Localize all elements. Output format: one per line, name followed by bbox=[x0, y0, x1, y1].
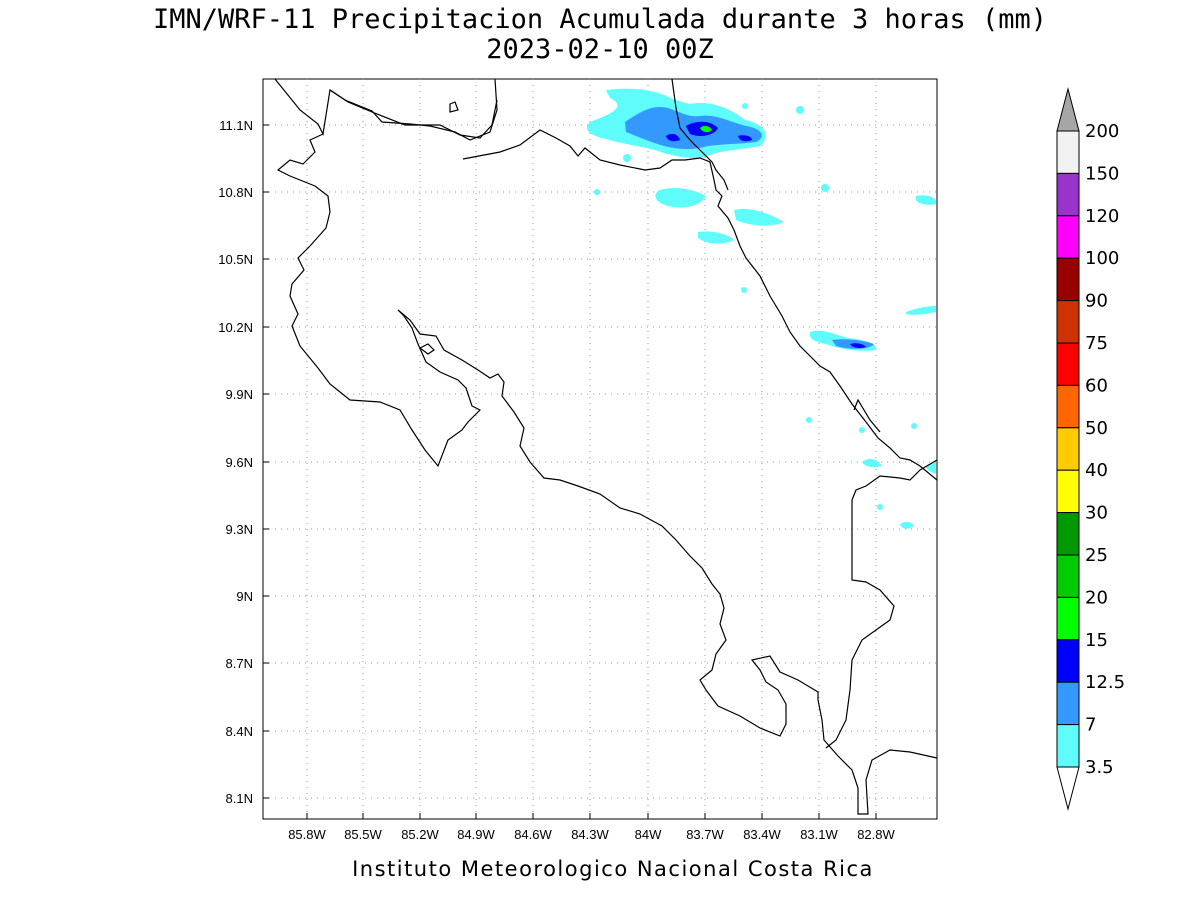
colorbar-swatch bbox=[1056, 596, 1080, 641]
x-tick-label: 84.3W bbox=[571, 827, 609, 842]
x-tick-label: 84.6W bbox=[514, 827, 552, 842]
precip-dot-8 bbox=[877, 504, 883, 510]
colorbar-swatch bbox=[1056, 681, 1080, 726]
colorbar-label: 100 bbox=[1085, 248, 1119, 269]
x-tick-label: 83.7W bbox=[686, 827, 724, 842]
precip-dot-3 bbox=[742, 103, 748, 109]
precip-area-cyan-7 bbox=[906, 306, 936, 315]
y-tick-label: 9N bbox=[236, 589, 253, 604]
colorbar-swatch bbox=[1056, 512, 1080, 556]
precip-area-cyan-8 bbox=[862, 459, 882, 468]
x-tick-label: 84.9W bbox=[457, 827, 495, 842]
colorbar-under-arrow bbox=[1056, 766, 1080, 811]
colorbar-label: 20 bbox=[1085, 587, 1108, 608]
y-axis: 11.1N 10.8N 10.5N 10.2N 9.9N 9.6N 9.3N 9N 8.7N 8.… bbox=[218, 118, 269, 806]
precip-area-cyan-10 bbox=[900, 521, 914, 529]
colorbar-swatch bbox=[1056, 300, 1080, 344]
precip-dot-1 bbox=[821, 184, 829, 192]
precip-area-green bbox=[700, 125, 712, 133]
precip-area-darkblue-2 bbox=[666, 133, 680, 142]
precip-area-cyan-2 bbox=[655, 188, 706, 208]
colorbar-label: 75 bbox=[1085, 333, 1108, 354]
x-tick-label: 85.2W bbox=[401, 827, 439, 842]
colorbar-label: 12.5 bbox=[1085, 672, 1125, 693]
x-tick-label: 83.4W bbox=[743, 827, 781, 842]
colorbar-swatch bbox=[1056, 724, 1080, 768]
x-tick-label: 82.8W bbox=[857, 827, 895, 842]
y-tick-label: 10.2N bbox=[218, 320, 253, 335]
y-tick-label: 9.6N bbox=[226, 455, 253, 470]
colorbar-label: 150 bbox=[1085, 163, 1119, 184]
y-tick-label: 9.9N bbox=[226, 387, 253, 402]
precip-area-darkblue-3 bbox=[738, 135, 752, 142]
colorbar-swatch bbox=[1056, 469, 1080, 514]
map-date: 2023-02-10 00Z bbox=[486, 34, 714, 65]
precip-dot-9 bbox=[741, 287, 747, 293]
colorbar-swatch bbox=[1056, 427, 1080, 471]
precip-area-cyan-3 bbox=[734, 208, 784, 226]
credit-text: Instituto Meteorologico Nacional Costa R… bbox=[352, 857, 874, 881]
x-tick-label: 84W bbox=[635, 827, 662, 842]
colorbar-swatch bbox=[1056, 384, 1080, 429]
precip-area-cyan-4 bbox=[698, 231, 734, 244]
colorbar: 3.5 7 12.5 15 20 25 30 40 50 60 75 90 100 120 150 200 bbox=[1056, 87, 1125, 811]
colorbar-label: 30 bbox=[1085, 503, 1108, 524]
y-tick-label: 8.4N bbox=[226, 724, 253, 739]
y-tick-label: 10.5N bbox=[218, 252, 253, 267]
colorbar-label: 90 bbox=[1085, 291, 1108, 312]
x-tick-label: 85.5W bbox=[344, 827, 382, 842]
precip-dot-10 bbox=[911, 423, 917, 429]
precip-dot-6 bbox=[806, 417, 812, 423]
y-tick-label: 10.8N bbox=[218, 185, 253, 200]
precip-dot-7 bbox=[859, 427, 865, 433]
y-tick-label: 9.3N bbox=[226, 522, 253, 537]
y-tick-label: 8.7N bbox=[226, 656, 253, 671]
coastline bbox=[274, 78, 938, 815]
precipitation-areas bbox=[586, 88, 936, 529]
colorbar-label: 25 bbox=[1085, 545, 1108, 566]
y-tick-label: 11.1N bbox=[219, 118, 253, 133]
x-tick-label: 83.1W bbox=[800, 827, 838, 842]
colorbar-swatch bbox=[1056, 215, 1080, 259]
x-tick-label: 85.8W bbox=[288, 827, 326, 842]
precip-dot-5 bbox=[623, 154, 631, 162]
colorbar-label: 3.5 bbox=[1085, 757, 1114, 778]
precip-dot-2 bbox=[796, 106, 804, 114]
precip-area-darkblue-4 bbox=[850, 343, 866, 348]
colorbar-label: 60 bbox=[1085, 375, 1108, 396]
colorbar-swatch bbox=[1056, 554, 1080, 598]
colorbar-label: 15 bbox=[1085, 630, 1108, 651]
colorbar-label: 200 bbox=[1085, 121, 1119, 142]
colorbar-swatch bbox=[1056, 257, 1080, 302]
colorbar-swatch bbox=[1056, 342, 1080, 386]
colorbar-swatch bbox=[1056, 130, 1080, 174]
grid-lines bbox=[263, 79, 937, 819]
y-tick-label: 8.1N bbox=[226, 791, 253, 806]
colorbar-label: 40 bbox=[1085, 460, 1108, 481]
colorbar-label: 7 bbox=[1085, 715, 1096, 736]
colorbar-swatch bbox=[1056, 172, 1080, 217]
x-axis: 85.8W 85.5W 85.2W 84.9W 84.6W 84.3W 84W 83.7W 83… bbox=[288, 813, 896, 842]
colorbar-over-arrow bbox=[1056, 87, 1080, 132]
precip-dot-4 bbox=[594, 189, 600, 195]
map-frame bbox=[262, 78, 938, 820]
colorbar-label: 120 bbox=[1085, 206, 1119, 227]
map-title: IMN/WRF-11 Precipitacion Acumulada duran… bbox=[152, 4, 1048, 35]
colorbar-label: 50 bbox=[1085, 418, 1108, 439]
precip-area-cyan-6 bbox=[916, 195, 936, 205]
colorbar-swatch bbox=[1056, 639, 1080, 683]
